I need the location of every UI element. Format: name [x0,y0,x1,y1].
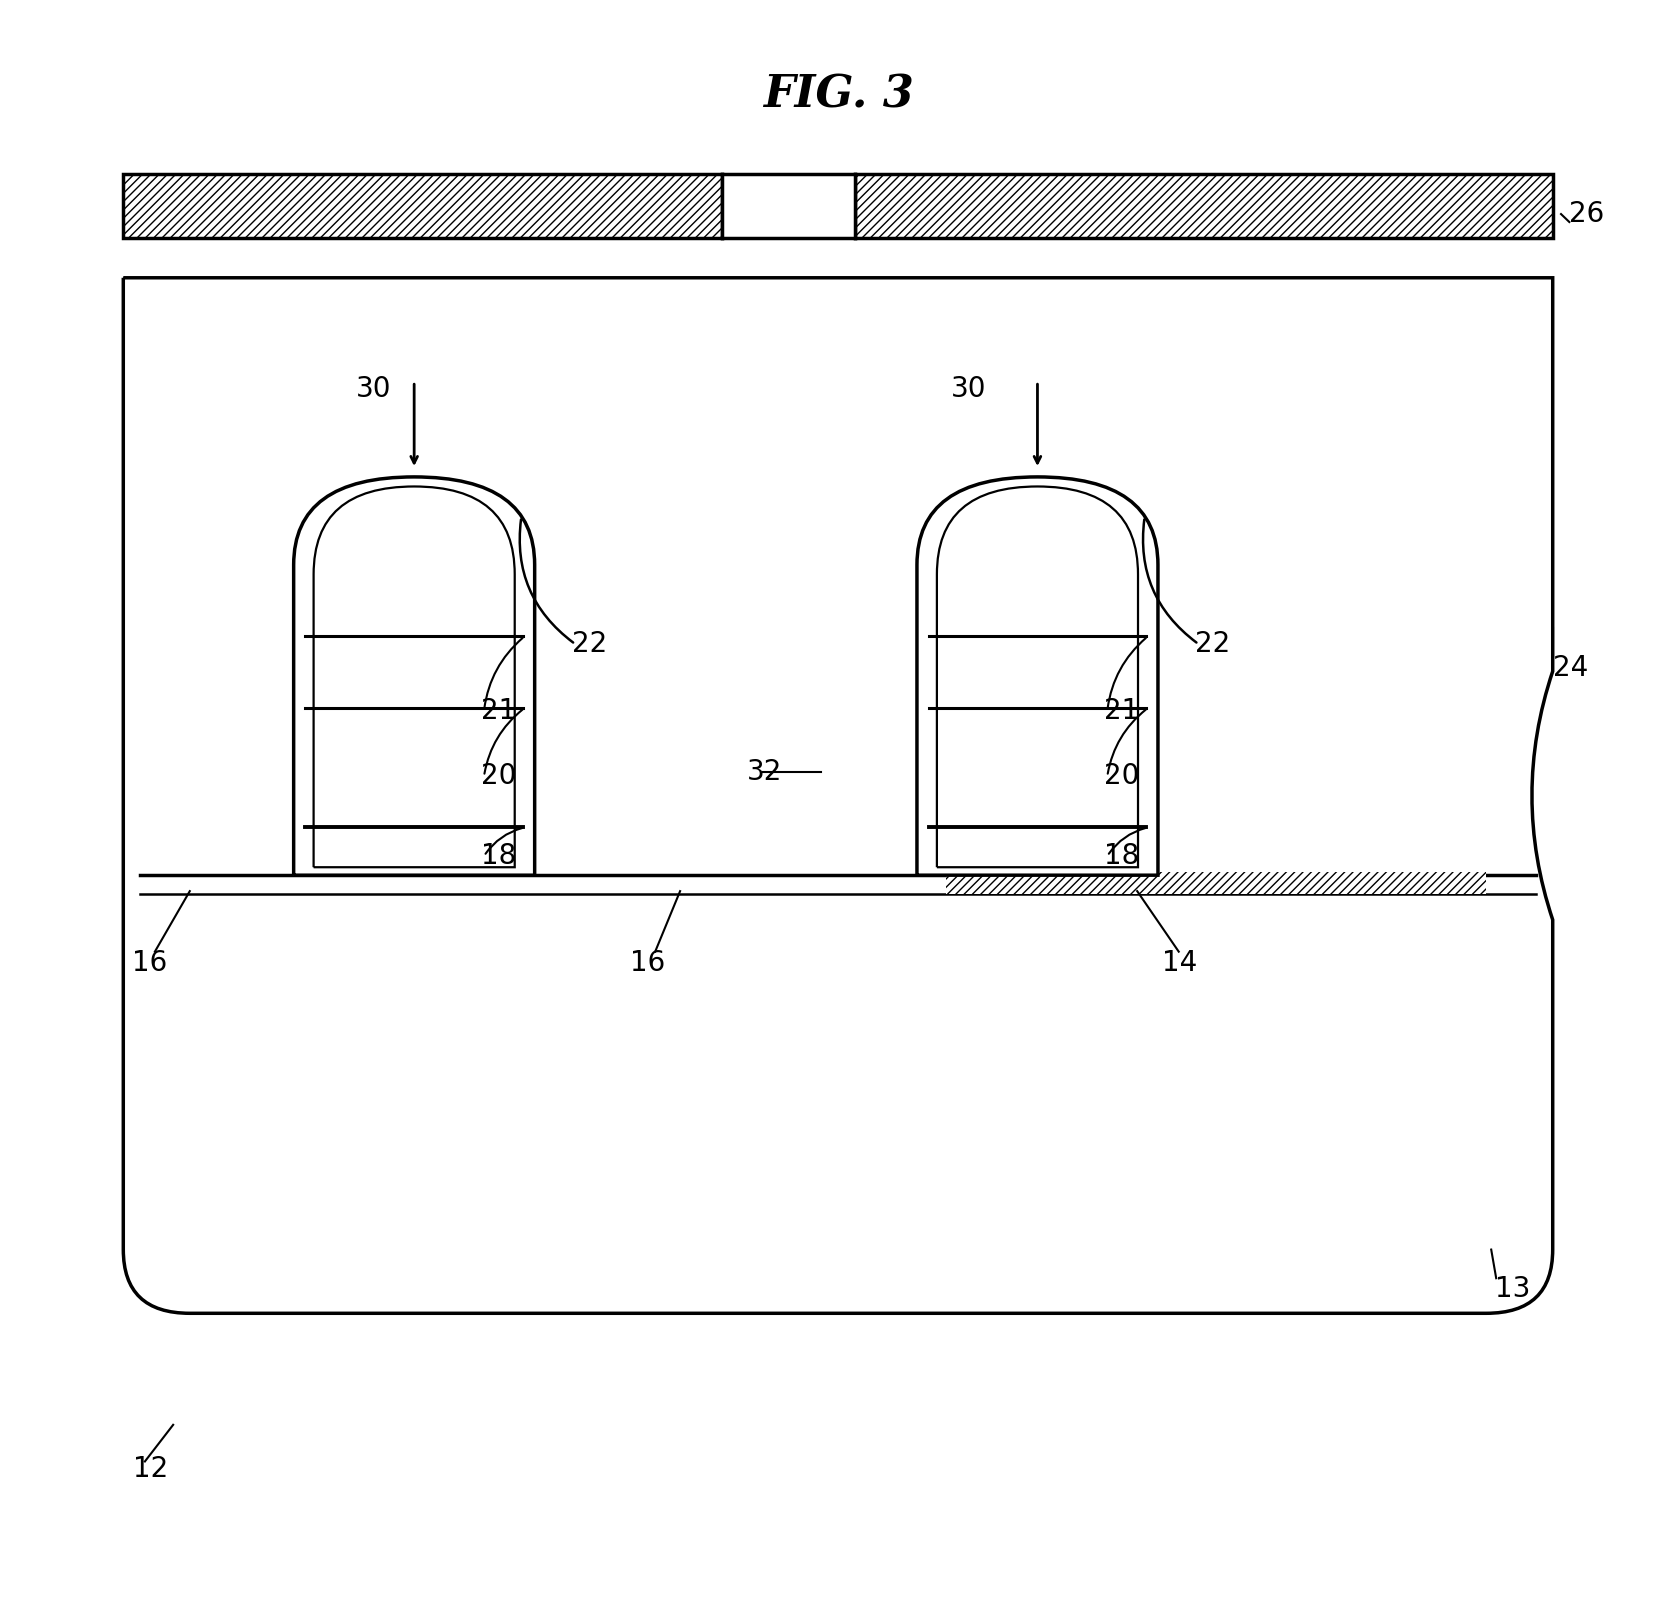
Text: 12: 12 [134,1456,169,1483]
Text: FIG. 3: FIG. 3 [763,72,913,116]
Text: 21: 21 [1104,697,1140,725]
Text: 18: 18 [481,842,516,869]
Text: 24: 24 [1552,654,1587,681]
Text: 22: 22 [572,630,607,659]
Text: 30: 30 [355,376,392,403]
Bar [124,174,722,238]
Text: 22: 22 [1195,630,1230,659]
Bar [855,174,1552,238]
Text: 20: 20 [481,762,516,791]
PathPatch shape [293,477,535,876]
Bar [722,174,855,238]
PathPatch shape [124,278,1552,1313]
PathPatch shape [917,477,1158,876]
Text: 30: 30 [950,376,987,403]
Text: 16: 16 [132,948,168,977]
Text: 21: 21 [481,697,516,725]
Text: 20: 20 [1104,762,1140,791]
Text: 13: 13 [1495,1276,1530,1303]
Text: 18: 18 [1104,842,1140,869]
Text: 14: 14 [1161,948,1197,977]
Text: 26: 26 [1569,199,1604,228]
Text: 32: 32 [746,757,783,786]
Text: 16: 16 [630,948,665,977]
Bar [945,873,1487,895]
